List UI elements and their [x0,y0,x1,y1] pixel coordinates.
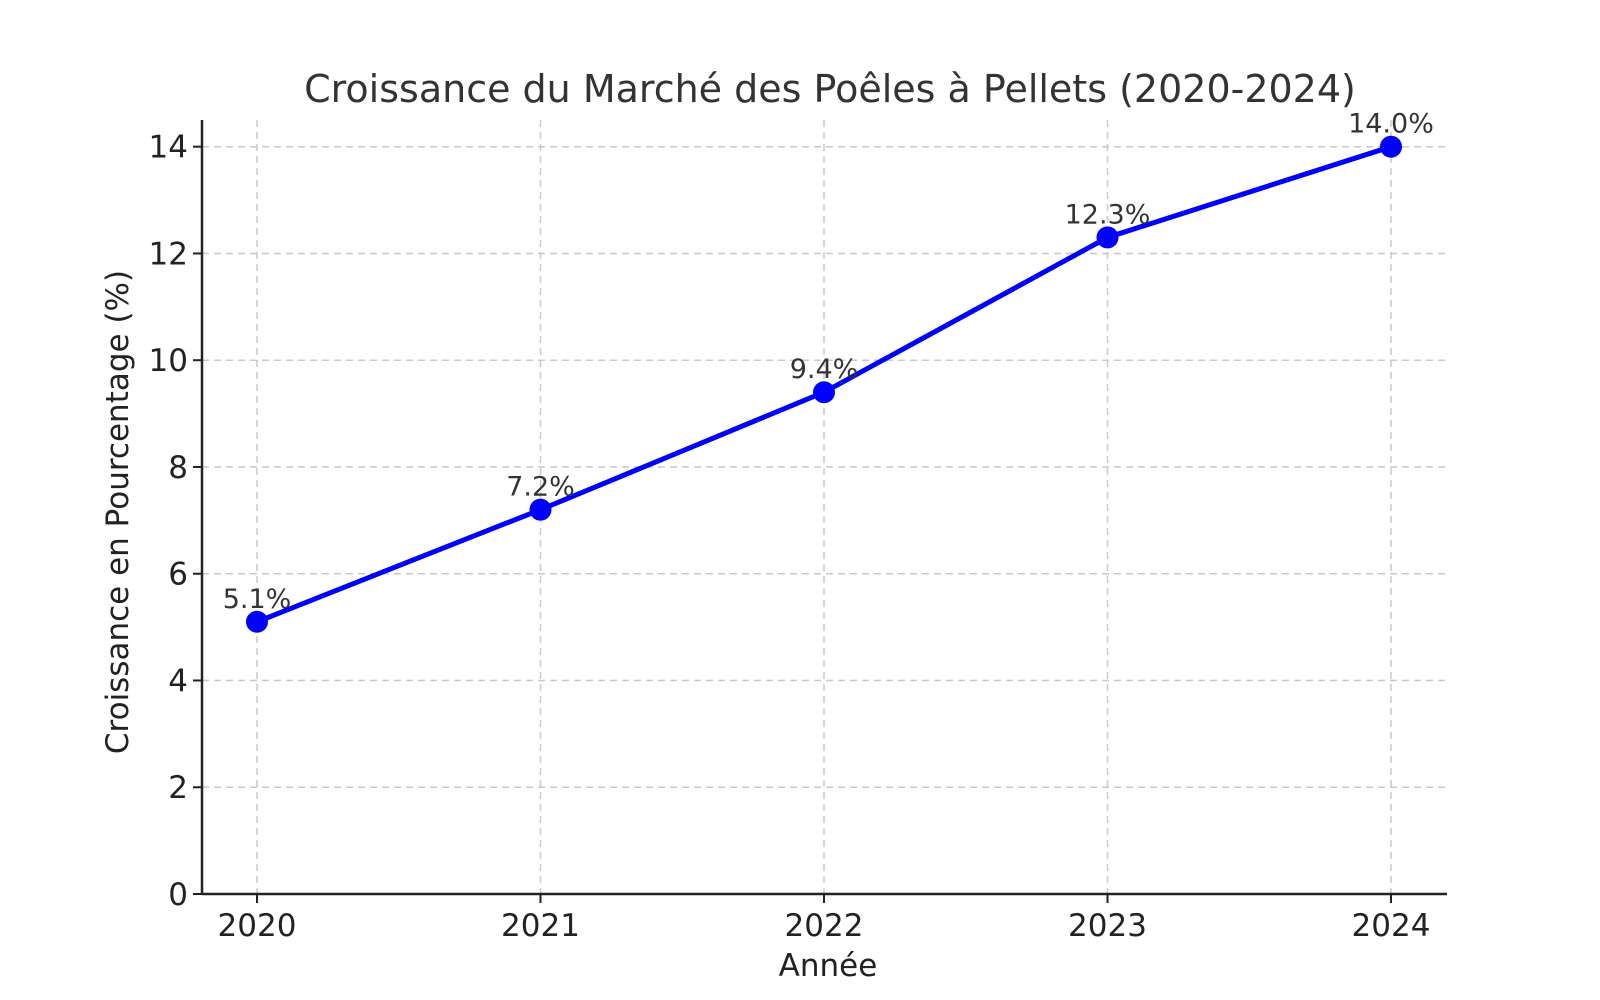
data-label: 9.4% [790,354,859,385]
data-labels-layer: 5.1% 7.2% 9.4% 12.3% 14.0% [223,109,1434,615]
y-tick-label: 0 [168,877,188,913]
data-point [1096,226,1119,249]
y-tick-label: 6 [168,557,188,593]
y-axis-label: Croissance en Pourcentage (%) [100,270,136,754]
x-tick-label: 2022 [785,908,864,944]
data-label: 14.0% [1348,109,1434,140]
chart-title: Croissance du Marché des Poêles à Pellet… [304,67,1356,111]
series-layer [246,135,1402,633]
y-tick-label: 12 [149,236,188,272]
grid-layer [202,120,1447,894]
data-point [813,381,835,404]
axes-layer: 0 2 4 6 8 10 12 14 2020 2021 2022 2023 2024 [149,120,1447,944]
x-tick-label: 2023 [1068,908,1147,944]
x-axis-label: Année [779,948,878,984]
y-tick-label: 10 [149,343,188,379]
x-tick-label: 2020 [218,908,297,944]
data-label: 7.2% [506,472,575,503]
y-tick-label: 2 [168,770,188,806]
data-point [246,610,268,633]
x-tick-label: 2024 [1352,908,1431,944]
data-point [529,498,552,521]
y-tick-label: 8 [168,450,188,486]
data-label: 5.1% [223,584,292,615]
data-point [1380,135,1402,158]
data-label: 12.3% [1065,199,1151,230]
x-tick-label: 2021 [501,908,580,944]
y-tick-label: 4 [168,663,188,699]
y-tick-label: 14 [149,130,188,166]
